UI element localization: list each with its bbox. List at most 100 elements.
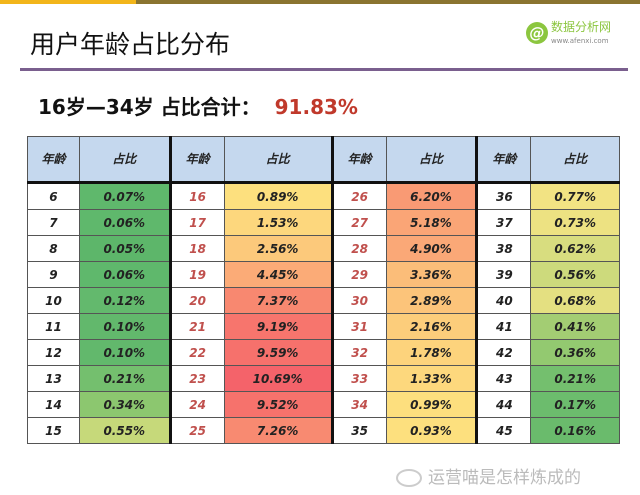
header-row: 年龄 占比 年龄 占比 年龄 占比 年龄 占比	[27, 136, 620, 184]
ratio-cell: 6.20%	[385, 182, 478, 210]
age-cell: 39	[475, 261, 532, 288]
ratio-cell: 0.93%	[385, 417, 478, 444]
ratio-cell: 0.73%	[530, 209, 620, 236]
age-ratio-table: 年龄 占比 年龄 占比 年龄 占比 年龄 占比 6 0.07% 16 0.89% 26 6.20% 36 0…	[27, 136, 620, 444]
ratio-cell: 0.89%	[223, 182, 333, 210]
ratio-cell: 0.21%	[530, 365, 620, 392]
title-divider	[20, 68, 628, 71]
age-cell: 28	[330, 235, 387, 262]
ratio-cell: 9.52%	[223, 391, 333, 418]
header-age: 年龄	[330, 136, 387, 184]
ratio-cell: 7.37%	[223, 287, 333, 314]
header-ratio: 占比	[223, 136, 333, 184]
wechat-icon	[396, 469, 422, 487]
ratio-cell: 9.59%	[223, 339, 333, 366]
header-age: 年龄	[27, 136, 80, 184]
ratio-cell: 10.69%	[223, 365, 333, 392]
age-cell: 33	[330, 365, 387, 392]
age-cell: 26	[330, 182, 387, 210]
age-cell: 9	[27, 261, 80, 288]
ratio-cell: 2.89%	[385, 287, 478, 314]
age-cell: 30	[330, 287, 387, 314]
age-cell: 31	[330, 313, 387, 340]
ratio-cell: 2.16%	[385, 313, 478, 340]
header-ratio: 占比	[78, 136, 171, 184]
at-logo-icon: @	[526, 22, 548, 44]
ratio-cell: 0.77%	[530, 182, 620, 210]
table-row: 11 0.10% 21 9.19% 31 2.16% 41 0.41%	[27, 313, 620, 340]
table-row: 6 0.07% 16 0.89% 26 6.20% 36 0.77%	[27, 182, 620, 210]
header-age: 年龄	[475, 136, 532, 184]
age-cell: 12	[27, 339, 80, 366]
ratio-cell: 0.21%	[78, 365, 171, 392]
ratio-cell: 0.68%	[530, 287, 620, 314]
age-cell: 37	[475, 209, 532, 236]
age-cell: 18	[168, 235, 225, 262]
table-row: 10 0.12% 20 7.37% 30 2.89% 40 0.68%	[27, 287, 620, 314]
ratio-cell: 4.90%	[385, 235, 478, 262]
ratio-cell: 0.41%	[530, 313, 620, 340]
ratio-cell: 2.56%	[223, 235, 333, 262]
header-ratio: 占比	[385, 136, 478, 184]
ratio-cell: 0.17%	[530, 391, 620, 418]
ratio-cell: 5.18%	[385, 209, 478, 236]
top-bar	[136, 0, 640, 4]
age-cell: 38	[475, 235, 532, 262]
age-cell: 21	[168, 313, 225, 340]
table-row: 15 0.55% 25 7.26% 35 0.93% 45 0.16%	[27, 417, 620, 444]
age-cell: 45	[475, 417, 532, 444]
ratio-cell: 1.33%	[385, 365, 478, 392]
age-cell: 29	[330, 261, 387, 288]
ratio-cell: 0.05%	[78, 235, 171, 262]
age-cell: 43	[475, 365, 532, 392]
watermark: 运营喵是怎样炼成的	[396, 468, 581, 488]
age-cell: 16	[168, 182, 225, 210]
ratio-cell: 4.45%	[223, 261, 333, 288]
age-cell: 41	[475, 313, 532, 340]
age-cell: 27	[330, 209, 387, 236]
ratio-cell: 7.26%	[223, 417, 333, 444]
ratio-cell: 0.36%	[530, 339, 620, 366]
ratio-cell: 0.34%	[78, 391, 171, 418]
ratio-cell: 0.56%	[530, 261, 620, 288]
age-cell: 34	[330, 391, 387, 418]
ratio-cell: 0.12%	[78, 287, 171, 314]
age-cell: 20	[168, 287, 225, 314]
slide-title: 用户年龄占比分布	[30, 30, 231, 59]
table-row: 13 0.21% 23 10.69% 33 1.33% 43 0.21%	[27, 365, 620, 392]
ratio-cell: 0.10%	[78, 339, 171, 366]
age-cell: 42	[475, 339, 532, 366]
ratio-cell: 0.07%	[78, 182, 171, 210]
age-cell: 8	[27, 235, 80, 262]
age-cell: 11	[27, 313, 80, 340]
age-cell: 23	[168, 365, 225, 392]
age-cell: 17	[168, 209, 225, 236]
age-cell: 19	[168, 261, 225, 288]
age-cell: 44	[475, 391, 532, 418]
age-cell: 6	[27, 182, 80, 210]
ratio-cell: 1.53%	[223, 209, 333, 236]
ratio-cell: 9.19%	[223, 313, 333, 340]
table-row: 12 0.10% 22 9.59% 32 1.78% 42 0.36%	[27, 339, 620, 366]
age-cell: 35	[330, 417, 387, 444]
top-accent-bar	[0, 0, 136, 4]
age-cell: 13	[27, 365, 80, 392]
table-row: 7 0.06% 17 1.53% 27 5.18% 37 0.73%	[27, 209, 620, 236]
ratio-cell: 0.10%	[78, 313, 171, 340]
ratio-cell: 0.62%	[530, 235, 620, 262]
age-cell: 36	[475, 182, 532, 210]
age-cell: 40	[475, 287, 532, 314]
ratio-cell: 1.78%	[385, 339, 478, 366]
summary-value: 91.83%	[274, 95, 358, 119]
summary-label: 16岁—34岁 占比合计：	[38, 95, 261, 119]
ratio-cell: 0.06%	[78, 209, 171, 236]
summary: 16岁—34岁 占比合计： 91.83%	[38, 95, 358, 119]
age-cell: 25	[168, 417, 225, 444]
ratio-cell: 3.36%	[385, 261, 478, 288]
age-cell: 22	[168, 339, 225, 366]
table-row: 8 0.05% 18 2.56% 28 4.90% 38 0.62%	[27, 235, 620, 262]
age-cell: 24	[168, 391, 225, 418]
table-row: 9 0.06% 19 4.45% 29 3.36% 39 0.56%	[27, 261, 620, 288]
age-cell: 7	[27, 209, 80, 236]
age-cell: 15	[27, 417, 80, 444]
